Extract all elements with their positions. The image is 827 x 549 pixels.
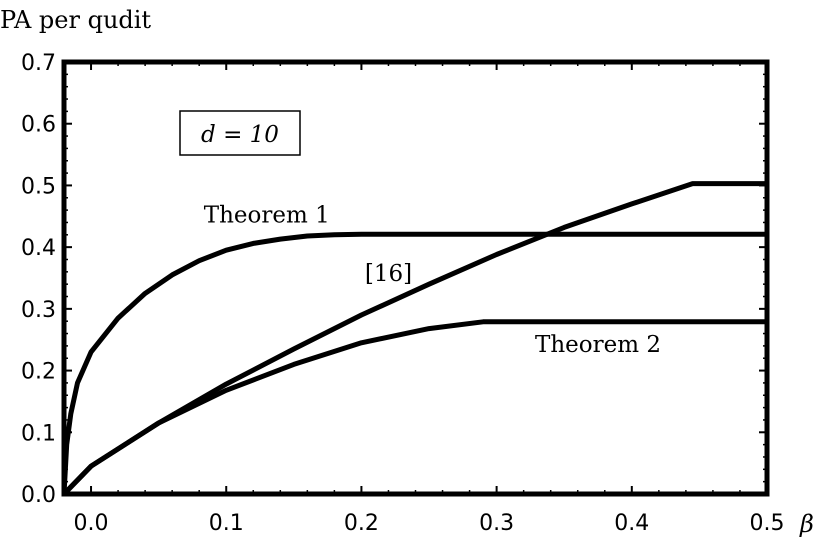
x-tick-label: 0.3 [479,511,514,536]
x-tick-label: 0.5 [750,511,785,536]
x-tick-label: 0.4 [614,511,649,536]
y-axis-label: PA per qudit [0,6,151,34]
parameter-box-frame [179,110,301,156]
y-tick-label: 0.4 [21,236,56,261]
series-line-1 [62,181,767,496]
y-tick-label: 0.2 [21,360,56,385]
y-tick-label: 0.6 [21,113,56,138]
series-line-0 [61,231,767,495]
y-tick-label: 0.0 [21,483,56,508]
y-tick-label: 0.3 [21,298,56,323]
curve-annotation: [16] [365,261,412,287]
axis-ticks: 0.0 0.1 0.2 0.3 0.4 0.5 0.6 0.7 0.0 0.1 0.2 0.3 0.4 0… [21,51,785,536]
parameter-box: d = 10 [179,110,301,156]
curve-annotation: Theorem 2 [535,332,661,358]
y-tick-label: 0.1 [21,421,56,446]
y-tick-label: 0.5 [21,174,56,199]
x-tick-label: 0.1 [209,511,244,536]
curve-annotation: Theorem 1 [204,202,330,228]
parameter-box-text: d = 10 [201,122,279,148]
curve-annotations: Theorem 1 [16] Theorem 2 [204,202,661,358]
series-layer [61,181,767,496]
series-line-2 [62,319,767,496]
x-tick-label: 0.2 [344,511,379,536]
plot-frame [61,59,770,497]
y-tick-label: 0.7 [21,51,56,76]
x-axis-label: β [799,510,814,538]
x-tick-label: 0.0 [74,511,109,536]
